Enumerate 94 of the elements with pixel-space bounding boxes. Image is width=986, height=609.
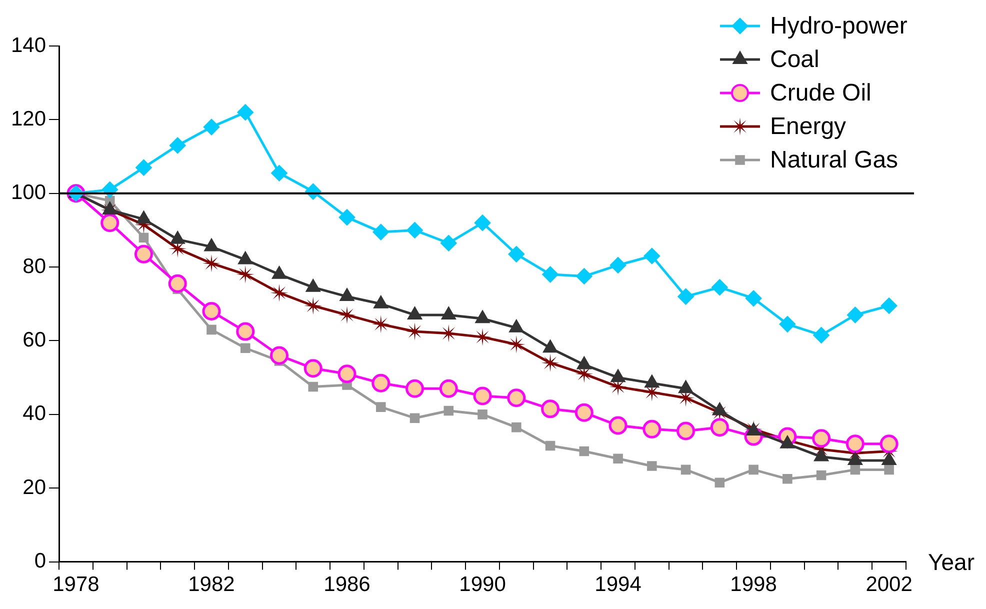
legend-label: Hydro-power bbox=[770, 12, 908, 40]
point bbox=[541, 354, 560, 372]
point bbox=[474, 328, 492, 346]
point bbox=[574, 403, 594, 422]
point bbox=[746, 290, 762, 306]
point bbox=[748, 464, 758, 475]
legend-label: Crude Oil bbox=[770, 80, 872, 107]
point bbox=[507, 335, 526, 354]
point bbox=[507, 388, 526, 408]
point bbox=[236, 322, 255, 341]
point bbox=[100, 214, 120, 232]
point bbox=[304, 359, 322, 378]
x-tick-label: 1990 bbox=[459, 573, 506, 596]
point bbox=[579, 446, 590, 456]
legend-label: Natural Gas bbox=[770, 146, 898, 174]
point bbox=[545, 440, 556, 451]
point bbox=[410, 413, 420, 423]
point bbox=[202, 254, 220, 272]
point bbox=[881, 298, 898, 314]
point bbox=[678, 288, 694, 305]
point bbox=[644, 248, 660, 264]
point bbox=[782, 474, 792, 484]
point bbox=[813, 327, 830, 344]
point bbox=[304, 296, 322, 315]
x-tick-label: 2002 bbox=[866, 573, 912, 596]
point bbox=[236, 265, 254, 284]
point bbox=[406, 222, 423, 238]
point bbox=[138, 232, 149, 242]
point bbox=[613, 454, 623, 464]
point bbox=[846, 434, 864, 454]
y-tick-label: 20 bbox=[22, 476, 46, 499]
point bbox=[270, 346, 288, 365]
point bbox=[779, 316, 796, 332]
point bbox=[136, 160, 152, 176]
point bbox=[542, 266, 558, 282]
point bbox=[168, 274, 187, 293]
point bbox=[676, 422, 696, 440]
point bbox=[712, 279, 728, 296]
point bbox=[237, 104, 254, 120]
point bbox=[338, 306, 356, 324]
y-tick-label: 0 bbox=[34, 550, 46, 573]
legend-label: Coal bbox=[770, 46, 820, 74]
point bbox=[372, 315, 390, 334]
point bbox=[202, 302, 221, 321]
point bbox=[240, 343, 250, 353]
point bbox=[206, 324, 216, 335]
point bbox=[406, 379, 424, 398]
point bbox=[610, 257, 626, 274]
point bbox=[541, 400, 560, 418]
y-tick-label: 120 bbox=[10, 107, 46, 130]
y-tick-label: 40 bbox=[22, 402, 46, 426]
point bbox=[439, 379, 458, 398]
x-tick-label: 1994 bbox=[594, 573, 642, 596]
point bbox=[270, 284, 288, 302]
point bbox=[440, 235, 457, 252]
x-tick-label: 1998 bbox=[730, 573, 777, 596]
point bbox=[271, 165, 288, 182]
legend-label: Energy bbox=[770, 113, 846, 140]
point bbox=[880, 434, 898, 454]
point bbox=[680, 464, 691, 475]
point bbox=[170, 137, 186, 154]
x-tick-label: 1978 bbox=[52, 573, 100, 596]
point bbox=[884, 464, 894, 475]
point bbox=[816, 470, 826, 480]
point bbox=[308, 382, 318, 392]
point bbox=[710, 418, 729, 437]
point bbox=[474, 214, 491, 231]
point bbox=[512, 422, 522, 432]
point bbox=[608, 416, 628, 435]
x-axis-title: Year bbox=[928, 549, 975, 576]
point bbox=[478, 410, 488, 420]
point bbox=[576, 268, 592, 284]
point bbox=[847, 306, 864, 323]
point bbox=[714, 478, 725, 488]
y-tick-label: 140 bbox=[10, 34, 46, 57]
x-tick-label: 1986 bbox=[324, 573, 370, 596]
point bbox=[203, 119, 220, 136]
point bbox=[812, 429, 831, 448]
point bbox=[850, 464, 860, 475]
point bbox=[647, 461, 657, 471]
point bbox=[473, 386, 492, 406]
point bbox=[376, 402, 386, 412]
y-tick-label: 100 bbox=[10, 181, 46, 204]
point bbox=[642, 420, 662, 438]
x-tick-label: 1982 bbox=[188, 573, 235, 596]
y-tick-label: 60 bbox=[22, 328, 46, 352]
point bbox=[372, 224, 389, 240]
point bbox=[338, 364, 356, 384]
point bbox=[372, 374, 390, 392]
point bbox=[134, 244, 153, 264]
point bbox=[339, 209, 356, 226]
y-tick-label: 80 bbox=[22, 254, 46, 278]
point bbox=[508, 246, 524, 262]
point bbox=[444, 406, 454, 416]
